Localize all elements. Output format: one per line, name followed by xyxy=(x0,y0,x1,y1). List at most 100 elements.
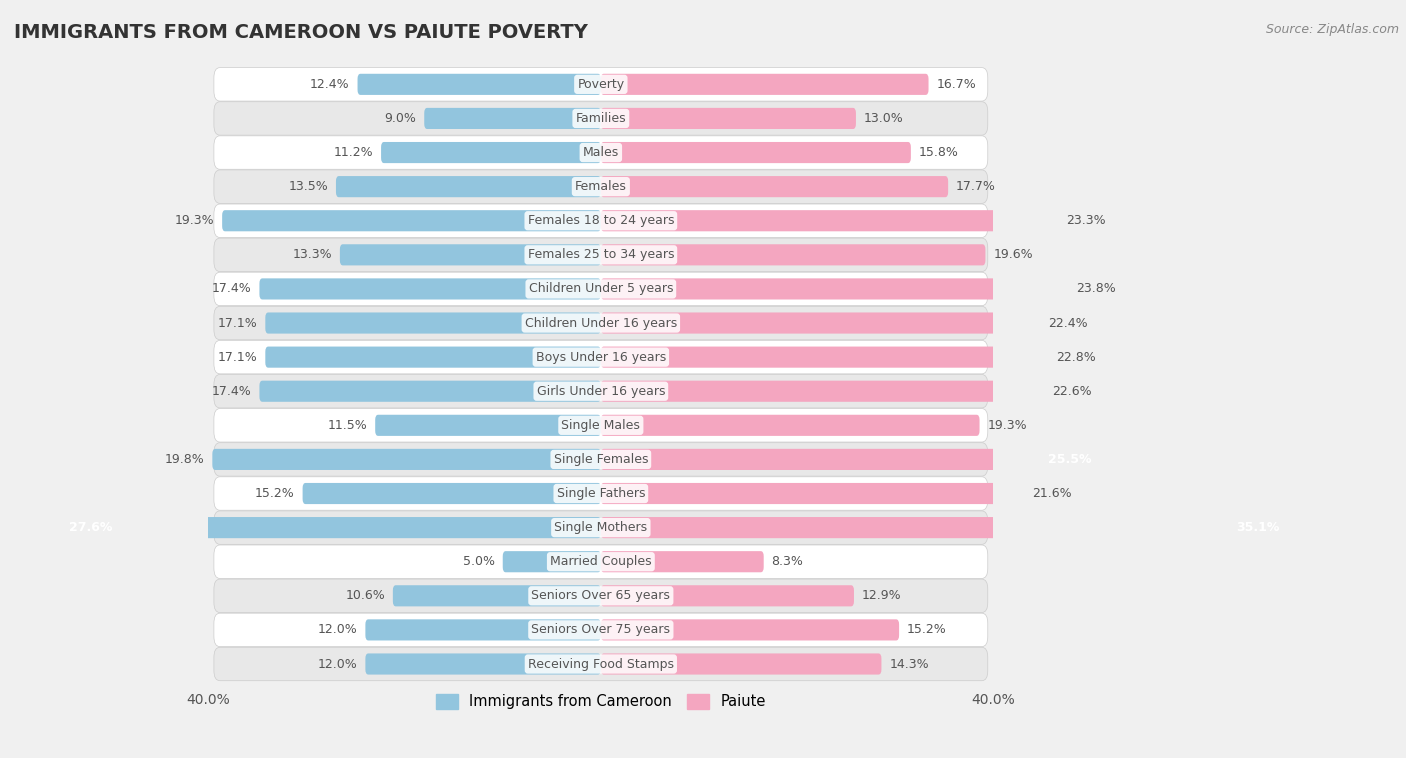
FancyBboxPatch shape xyxy=(600,346,1049,368)
FancyBboxPatch shape xyxy=(266,346,600,368)
Text: 9.0%: 9.0% xyxy=(384,112,416,125)
Text: 27.6%: 27.6% xyxy=(69,521,112,534)
Text: Source: ZipAtlas.com: Source: ZipAtlas.com xyxy=(1265,23,1399,36)
FancyBboxPatch shape xyxy=(600,585,853,606)
FancyBboxPatch shape xyxy=(600,176,948,197)
Text: 15.8%: 15.8% xyxy=(918,146,959,159)
Text: 23.3%: 23.3% xyxy=(1066,215,1105,227)
Text: Females 18 to 24 years: Females 18 to 24 years xyxy=(527,215,673,227)
FancyBboxPatch shape xyxy=(600,619,898,641)
FancyBboxPatch shape xyxy=(214,511,988,544)
Text: Poverty: Poverty xyxy=(578,78,624,91)
Text: Receiving Food Stamps: Receiving Food Stamps xyxy=(527,657,673,671)
Legend: Immigrants from Cameroon, Paiute: Immigrants from Cameroon, Paiute xyxy=(430,688,772,715)
FancyBboxPatch shape xyxy=(357,74,600,95)
Text: 19.3%: 19.3% xyxy=(174,215,214,227)
Text: Single Fathers: Single Fathers xyxy=(557,487,645,500)
Text: Seniors Over 65 years: Seniors Over 65 years xyxy=(531,589,671,603)
Text: 15.2%: 15.2% xyxy=(254,487,295,500)
Text: 8.3%: 8.3% xyxy=(772,555,803,568)
FancyBboxPatch shape xyxy=(600,415,980,436)
FancyBboxPatch shape xyxy=(600,244,986,265)
Text: Married Couples: Married Couples xyxy=(550,555,651,568)
Text: Single Females: Single Females xyxy=(554,453,648,466)
Text: 22.6%: 22.6% xyxy=(1052,385,1092,398)
Text: 23.8%: 23.8% xyxy=(1076,283,1115,296)
Text: 22.4%: 22.4% xyxy=(1049,317,1088,330)
FancyBboxPatch shape xyxy=(375,415,600,436)
Text: Females: Females xyxy=(575,180,627,193)
Text: 19.3%: 19.3% xyxy=(987,419,1026,432)
FancyBboxPatch shape xyxy=(214,443,988,476)
Text: Single Mothers: Single Mothers xyxy=(554,521,647,534)
Text: 13.5%: 13.5% xyxy=(288,180,328,193)
FancyBboxPatch shape xyxy=(214,613,988,647)
Text: Children Under 16 years: Children Under 16 years xyxy=(524,317,676,330)
FancyBboxPatch shape xyxy=(600,653,882,675)
FancyBboxPatch shape xyxy=(214,67,988,101)
FancyBboxPatch shape xyxy=(366,653,600,675)
Text: 12.4%: 12.4% xyxy=(311,78,350,91)
FancyBboxPatch shape xyxy=(600,551,763,572)
Text: Boys Under 16 years: Boys Under 16 years xyxy=(536,351,666,364)
FancyBboxPatch shape xyxy=(600,517,1289,538)
FancyBboxPatch shape xyxy=(260,381,600,402)
FancyBboxPatch shape xyxy=(392,585,600,606)
Text: 17.1%: 17.1% xyxy=(218,317,257,330)
FancyBboxPatch shape xyxy=(381,142,600,163)
Text: 19.8%: 19.8% xyxy=(165,453,204,466)
Text: Children Under 5 years: Children Under 5 years xyxy=(529,283,673,296)
Text: 35.1%: 35.1% xyxy=(1236,521,1279,534)
Text: Seniors Over 75 years: Seniors Over 75 years xyxy=(531,623,671,637)
FancyBboxPatch shape xyxy=(600,449,1101,470)
FancyBboxPatch shape xyxy=(260,278,600,299)
Text: 11.5%: 11.5% xyxy=(328,419,367,432)
FancyBboxPatch shape xyxy=(600,483,1025,504)
Text: Females 25 to 34 years: Females 25 to 34 years xyxy=(527,249,673,262)
FancyBboxPatch shape xyxy=(214,545,988,578)
Text: 5.0%: 5.0% xyxy=(463,555,495,568)
Text: 10.6%: 10.6% xyxy=(346,589,385,603)
Text: 12.0%: 12.0% xyxy=(318,657,357,671)
FancyBboxPatch shape xyxy=(214,340,988,374)
Text: 15.2%: 15.2% xyxy=(907,623,946,637)
Text: 21.6%: 21.6% xyxy=(1032,487,1073,500)
FancyBboxPatch shape xyxy=(366,619,600,641)
Text: IMMIGRANTS FROM CAMEROON VS PAIUTE POVERTY: IMMIGRANTS FROM CAMEROON VS PAIUTE POVER… xyxy=(14,23,588,42)
FancyBboxPatch shape xyxy=(214,102,988,135)
FancyBboxPatch shape xyxy=(302,483,600,504)
FancyBboxPatch shape xyxy=(214,238,988,271)
Text: Families: Families xyxy=(575,112,626,125)
FancyBboxPatch shape xyxy=(340,244,600,265)
FancyBboxPatch shape xyxy=(503,551,600,572)
FancyBboxPatch shape xyxy=(59,517,600,538)
FancyBboxPatch shape xyxy=(214,647,988,681)
FancyBboxPatch shape xyxy=(600,381,1045,402)
Text: 22.8%: 22.8% xyxy=(1056,351,1095,364)
Text: 13.3%: 13.3% xyxy=(292,249,332,262)
Text: 17.7%: 17.7% xyxy=(956,180,995,193)
FancyBboxPatch shape xyxy=(214,306,988,340)
FancyBboxPatch shape xyxy=(600,108,856,129)
Text: 19.6%: 19.6% xyxy=(993,249,1033,262)
Text: Males: Males xyxy=(582,146,619,159)
FancyBboxPatch shape xyxy=(214,409,988,442)
FancyBboxPatch shape xyxy=(214,272,988,305)
FancyBboxPatch shape xyxy=(600,142,911,163)
FancyBboxPatch shape xyxy=(214,374,988,408)
FancyBboxPatch shape xyxy=(600,210,1059,231)
Text: 13.0%: 13.0% xyxy=(863,112,904,125)
FancyBboxPatch shape xyxy=(214,170,988,203)
FancyBboxPatch shape xyxy=(214,136,988,169)
FancyBboxPatch shape xyxy=(266,312,600,334)
FancyBboxPatch shape xyxy=(214,204,988,237)
FancyBboxPatch shape xyxy=(336,176,600,197)
FancyBboxPatch shape xyxy=(600,312,1040,334)
FancyBboxPatch shape xyxy=(214,579,988,612)
Text: 16.7%: 16.7% xyxy=(936,78,976,91)
Text: 12.0%: 12.0% xyxy=(318,623,357,637)
FancyBboxPatch shape xyxy=(222,210,600,231)
Text: 14.3%: 14.3% xyxy=(889,657,929,671)
FancyBboxPatch shape xyxy=(214,477,988,510)
Text: 11.2%: 11.2% xyxy=(333,146,373,159)
